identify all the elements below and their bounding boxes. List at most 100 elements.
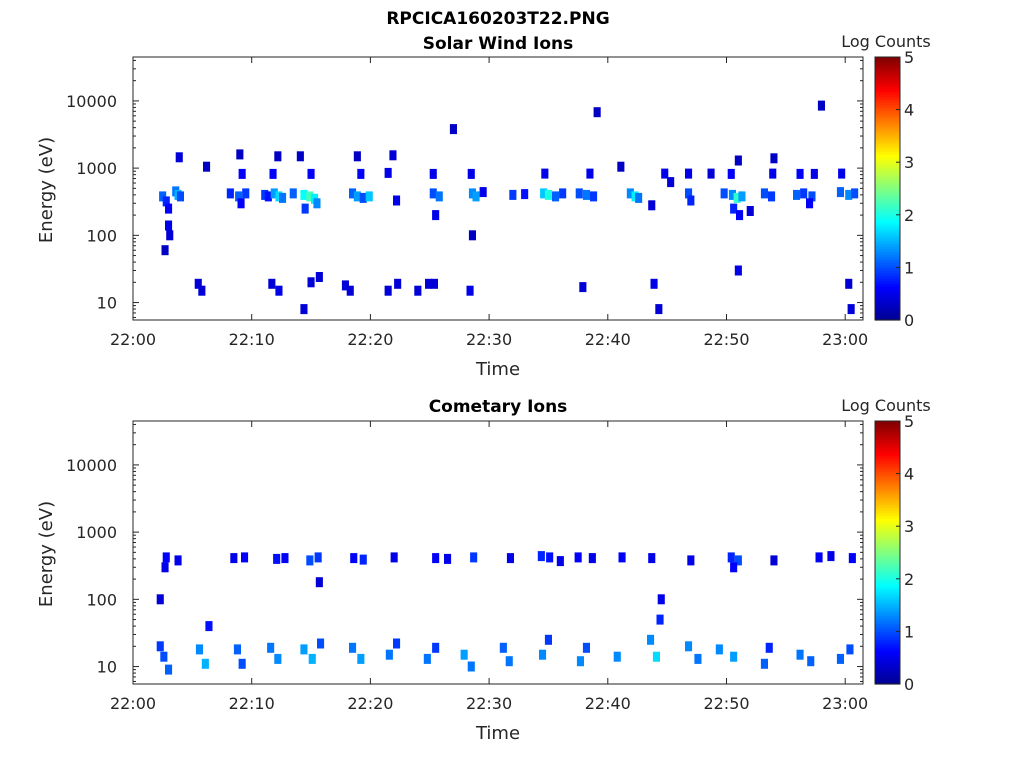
- data-cell: [694, 653, 702, 664]
- colorbar-segment: [875, 568, 900, 572]
- data-cell: [544, 634, 552, 645]
- colorbar-segment: [875, 151, 900, 155]
- colorbar-segment: [875, 70, 900, 74]
- data-cell: [267, 642, 275, 653]
- colorbar-segment: [875, 306, 900, 311]
- colorbar-segment: [875, 465, 900, 469]
- data-cell: [176, 191, 184, 202]
- data-cell: [349, 188, 357, 199]
- colorbar-segment: [875, 626, 900, 630]
- colorbar-segment: [875, 489, 900, 493]
- colorbar-segment: [875, 478, 900, 483]
- cometary-plot-area: 22:00 22:10 22:20 22:30 22:40 22:50 23:0010100…: [66, 412, 914, 713]
- colorbar-segment: [875, 552, 900, 556]
- data-cell: [432, 553, 440, 564]
- colorbar-segment: [875, 177, 900, 182]
- colorbar-segment: [875, 526, 900, 530]
- data-cell: [432, 210, 440, 221]
- colorbar-segment: [875, 248, 900, 253]
- data-cell: [175, 152, 183, 163]
- data-cell: [539, 649, 547, 660]
- colorbar-segment: [875, 605, 900, 609]
- data-cell: [236, 149, 244, 160]
- data-cell: [546, 552, 554, 563]
- data-cell: [194, 278, 202, 289]
- colorbar-segment: [875, 586, 900, 590]
- colorbar-segment: [875, 599, 900, 604]
- data-cell: [313, 198, 321, 209]
- colorbar-segment: [875, 128, 900, 132]
- colorbar-segment: [875, 233, 900, 237]
- data-cell: [201, 658, 209, 669]
- data-cell: [687, 555, 695, 566]
- data-cell: [613, 651, 621, 662]
- colorbar-segment: [875, 541, 900, 546]
- x-tick-label: 23:00: [822, 694, 868, 713]
- data-cell: [807, 656, 815, 667]
- data-cell: [768, 191, 776, 202]
- data-cell: [810, 168, 818, 179]
- colorbar-segment: [875, 618, 900, 622]
- y-tick-label: 100: [86, 226, 117, 245]
- data-cell: [242, 188, 250, 199]
- data-cell: [317, 638, 325, 649]
- colorbar-segment: [875, 183, 900, 187]
- colorbar-segment: [875, 199, 900, 203]
- data-cell: [423, 653, 431, 664]
- data-cell: [394, 278, 402, 289]
- data-cell: [281, 553, 289, 564]
- data-cell: [579, 282, 587, 293]
- data-cell: [746, 206, 754, 216]
- colorbar-segment: [875, 141, 900, 145]
- colorbar-segment: [875, 291, 900, 295]
- data-cell: [635, 192, 643, 203]
- colorbar-segment: [875, 130, 900, 134]
- data-cell: [544, 189, 552, 200]
- y-tick-label: 100: [86, 590, 117, 609]
- data-cell: [505, 656, 513, 667]
- colorbar-segment: [875, 59, 900, 63]
- colorbar-segment: [875, 436, 900, 441]
- colorbar-segment: [875, 463, 900, 467]
- colorbar-segment: [875, 557, 900, 561]
- colorbar-segment: [875, 421, 900, 425]
- colorbar-segment: [875, 499, 900, 504]
- data-cell: [353, 191, 361, 202]
- y-tick-label: 10: [97, 294, 117, 313]
- colorbar-tick-label: 0: [904, 311, 914, 330]
- data-cell: [166, 230, 174, 241]
- colorbar-segment: [875, 510, 900, 514]
- data-cell: [685, 641, 693, 652]
- colorbar-segment: [875, 167, 900, 171]
- data-cell: [618, 552, 626, 563]
- data-cell: [838, 168, 846, 179]
- data-cell: [289, 188, 297, 199]
- colorbar-segment: [875, 122, 900, 126]
- colorbar-segment: [875, 264, 900, 268]
- data-cell: [205, 621, 213, 632]
- colorbar-segment: [875, 259, 900, 263]
- colorbar-segment: [875, 135, 900, 140]
- colorbar-segment: [875, 172, 900, 176]
- colorbar-segment: [875, 149, 900, 153]
- colorbar-segment: [875, 146, 900, 150]
- colorbar-segment: [875, 267, 900, 271]
- data-cell: [357, 168, 365, 179]
- data-cell: [655, 304, 663, 315]
- data-cell: [235, 191, 243, 202]
- y-tick-label: 10000: [66, 456, 117, 475]
- colorbar-segment: [875, 280, 900, 284]
- colorbar-segment: [875, 597, 900, 601]
- data-cell: [359, 192, 367, 203]
- colorbar-segment: [875, 175, 900, 179]
- colorbar-segment: [875, 652, 900, 656]
- data-cell: [760, 188, 768, 199]
- colorbar-segment: [875, 256, 900, 261]
- data-cell: [307, 168, 315, 179]
- colorbar-segment: [875, 470, 900, 475]
- colorbar-segment: [875, 515, 900, 519]
- data-cell: [429, 168, 437, 179]
- colorbar-segment: [875, 80, 900, 84]
- solar-wind-plot-area: 22:00 22:10 22:20 22:30 22:40 22:50 23:0010100…: [66, 48, 914, 349]
- colorbar-segment: [875, 531, 900, 535]
